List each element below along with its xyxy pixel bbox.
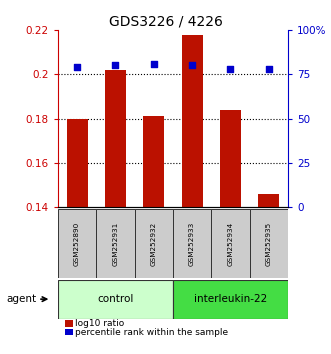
FancyBboxPatch shape bbox=[96, 209, 135, 278]
Point bbox=[74, 64, 80, 70]
Bar bbox=[143, 116, 164, 207]
FancyBboxPatch shape bbox=[250, 209, 288, 278]
Bar bbox=[182, 34, 203, 207]
Text: GSM252890: GSM252890 bbox=[74, 221, 80, 266]
Text: GSM252932: GSM252932 bbox=[151, 221, 157, 266]
Text: GSM252931: GSM252931 bbox=[113, 221, 118, 266]
Point bbox=[189, 63, 195, 68]
Bar bbox=[258, 194, 279, 207]
Text: GSM252934: GSM252934 bbox=[227, 221, 233, 266]
FancyBboxPatch shape bbox=[173, 280, 288, 319]
Point bbox=[113, 63, 118, 68]
Bar bbox=[65, 329, 73, 335]
Text: agent: agent bbox=[7, 294, 37, 304]
Bar bbox=[67, 119, 88, 207]
Text: control: control bbox=[97, 294, 134, 304]
Text: percentile rank within the sample: percentile rank within the sample bbox=[75, 327, 228, 337]
Bar bbox=[65, 320, 73, 327]
Point bbox=[151, 61, 157, 67]
Text: GSM252935: GSM252935 bbox=[266, 221, 272, 266]
FancyBboxPatch shape bbox=[58, 280, 173, 319]
Text: interleukin-22: interleukin-22 bbox=[194, 294, 267, 304]
Point bbox=[266, 66, 271, 72]
Point bbox=[228, 66, 233, 72]
Text: log10 ratio: log10 ratio bbox=[75, 319, 124, 328]
Bar bbox=[105, 70, 126, 207]
FancyBboxPatch shape bbox=[135, 209, 173, 278]
FancyBboxPatch shape bbox=[173, 209, 211, 278]
Text: GSM252933: GSM252933 bbox=[189, 221, 195, 266]
FancyBboxPatch shape bbox=[211, 209, 250, 278]
Text: GDS3226 / 4226: GDS3226 / 4226 bbox=[109, 14, 222, 28]
Bar bbox=[220, 110, 241, 207]
FancyBboxPatch shape bbox=[58, 209, 96, 278]
